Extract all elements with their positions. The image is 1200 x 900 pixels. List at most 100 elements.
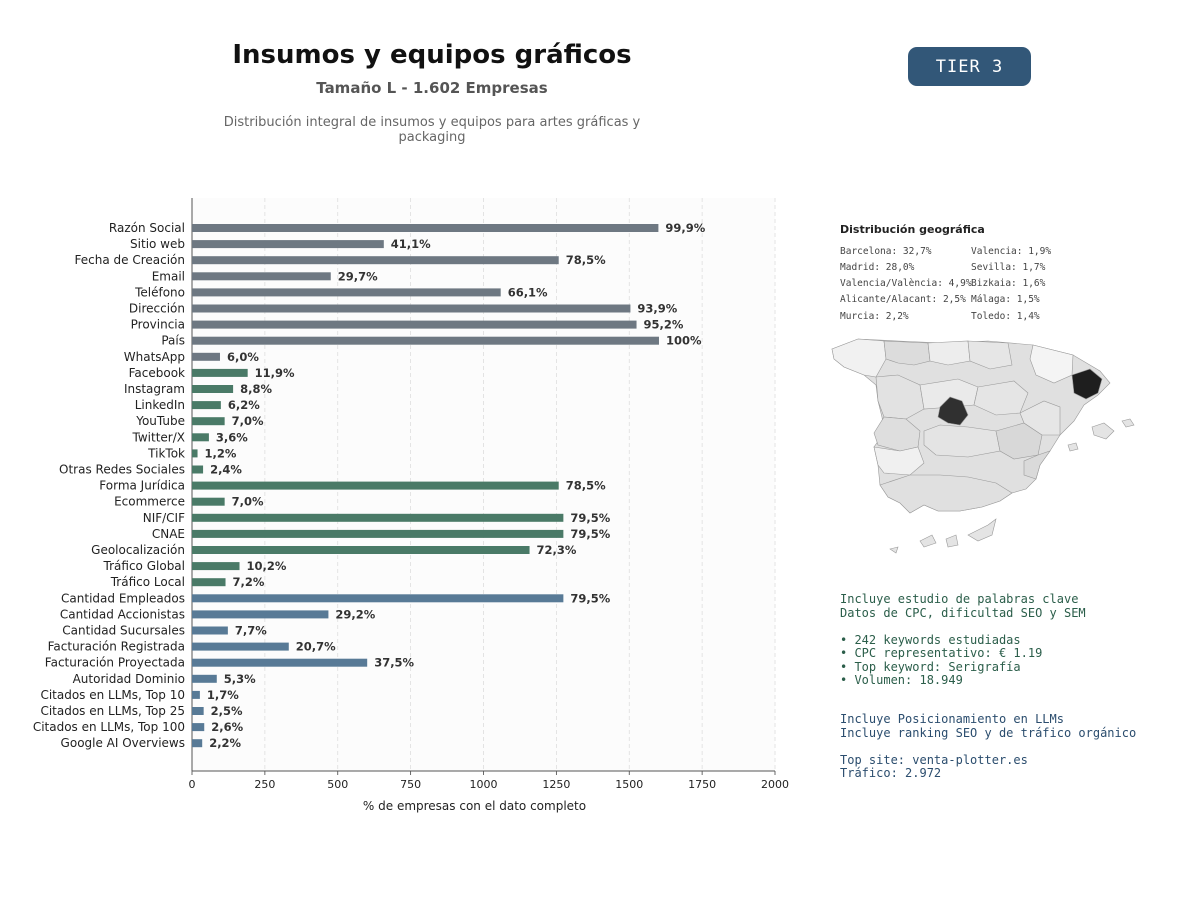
bar	[192, 256, 559, 265]
x-tick-label: 500	[327, 778, 348, 791]
x-axis-label: % de empresas con el dato completo	[363, 799, 586, 813]
geo-item: Sevilla: 1,7%	[971, 262, 1046, 273]
bar	[192, 594, 564, 603]
bar	[192, 240, 384, 249]
llm-line: Top site: venta-plotter.es	[840, 752, 1028, 767]
seo-line: • CPC representativo: € 1.19	[840, 646, 1043, 660]
map-region	[831, 338, 887, 378]
category-label: Tráfico Local	[110, 575, 185, 589]
data-label: 29,2%	[335, 607, 375, 621]
category-label: Provincia	[131, 318, 185, 332]
bar	[192, 401, 221, 410]
x-tick-label: 1750	[688, 778, 716, 791]
map-region	[945, 534, 959, 548]
seo-line: Datos de CPC, dificultad SEO y SEM	[840, 605, 1086, 620]
map-region	[927, 340, 971, 366]
seo-line: • 242 keywords estudiadas	[840, 632, 1021, 647]
geo-item: Valencia/València: 4,9%	[840, 278, 972, 289]
x-tick-label: 0	[189, 778, 196, 791]
bar	[192, 272, 331, 281]
category-label: Twitter/X	[132, 430, 185, 444]
data-label: 7,7%	[235, 624, 267, 638]
category-label: Sitio web	[130, 237, 185, 251]
llm-line: Tráfico: 2.972	[840, 766, 942, 780]
page-description: Distribución integral de insumos y equip…	[223, 115, 641, 145]
data-label: 7,2%	[233, 575, 265, 589]
geo-item: Málaga: 1,5%	[971, 294, 1040, 305]
data-label: 95,2%	[644, 318, 684, 332]
bar	[192, 481, 559, 490]
x-tick-label: 1000	[470, 778, 498, 791]
data-label: 2,2%	[209, 736, 241, 750]
bar	[192, 546, 530, 554]
data-label: 79,5%	[570, 511, 610, 525]
data-label: 2,4%	[210, 463, 242, 477]
category-label: Citados en LLMs, Top 25	[40, 704, 185, 718]
tier-badge: TIER 3	[908, 47, 1031, 86]
category-label: YouTube	[135, 414, 185, 428]
category-label: Otras Redes Sociales	[59, 463, 185, 477]
data-label: 79,5%	[570, 591, 610, 605]
llm-info: Incluye Posicionamiento en LLMs Incluye r…	[840, 712, 1136, 781]
seo-line: Incluye estudio de palabras clave	[840, 592, 1079, 606]
category-label: Cantidad Accionistas	[60, 607, 185, 621]
x-tick-label: 250	[254, 778, 275, 791]
data-label: 5,3%	[224, 672, 256, 686]
data-label: 6,0%	[227, 350, 259, 364]
bar	[192, 465, 204, 474]
spain-map	[831, 338, 1135, 554]
data-label: 3,6%	[216, 430, 248, 444]
category-label: Facebook	[129, 366, 185, 380]
bar	[192, 304, 631, 313]
seo-line: • Top keyword: Serigrafía	[840, 659, 1021, 674]
bar	[192, 658, 368, 667]
category-label: Citados en LLMs, Top 100	[33, 720, 185, 734]
category-label: WhatsApp	[124, 350, 185, 364]
map-region	[1071, 368, 1103, 400]
category-label: Cantidad Empleados	[61, 591, 185, 605]
bar	[192, 497, 225, 506]
data-label: 7,0%	[232, 495, 264, 509]
data-label: 2,6%	[211, 720, 243, 734]
bar	[192, 449, 198, 458]
category-label: Ecommerce	[114, 495, 185, 509]
data-label: 7,0%	[232, 414, 264, 428]
map-region	[875, 374, 925, 420]
map-region	[1091, 422, 1115, 440]
category-label: Email	[152, 269, 185, 283]
data-label: 29,7%	[338, 269, 378, 283]
bar	[192, 707, 204, 715]
llm-line	[840, 740, 1136, 754]
bar	[192, 336, 659, 345]
bar-chart: 0 250 500 750 1000 1250 1500 1750 2000 Razón Soci…	[33, 198, 789, 813]
geo-item: Alicante/Alacant: 2,5%	[840, 294, 966, 305]
map-region	[937, 396, 969, 426]
seo-line: • Volumen: 18.949	[840, 673, 963, 687]
category-label: CNAE	[152, 527, 185, 541]
map-region	[967, 518, 997, 542]
map-region	[1019, 400, 1061, 436]
data-label: 8,8%	[240, 382, 272, 396]
category-label: Google AI Overviews	[61, 736, 185, 750]
geo-title: Distribución geográfica	[840, 223, 985, 236]
bar	[192, 433, 209, 442]
x-tick-label: 2000	[761, 778, 789, 791]
map-region	[923, 424, 1001, 458]
data-label: 78,5%	[566, 479, 606, 493]
bar	[192, 690, 200, 699]
bar	[192, 610, 329, 619]
geo-item: Bizkaia: 1,6%	[971, 278, 1046, 289]
geo-item: Valencia: 1,9%	[971, 246, 1052, 257]
map-region	[967, 340, 1013, 370]
map-region	[1067, 442, 1079, 452]
page-subtitle: Tamaño L - 1.602 Empresas	[316, 79, 548, 97]
category-label: Citados en LLMs, Top 10	[40, 688, 185, 702]
category-label: Tráfico Global	[103, 559, 185, 573]
bar	[192, 352, 220, 361]
x-tick-label: 1250	[542, 778, 570, 791]
geo-item: Madrid: 28,0%	[840, 262, 915, 273]
category-label: LinkedIn	[135, 398, 185, 412]
category-label: Fecha de Creación	[75, 253, 185, 267]
page-title: Insumos y equipos gráficos	[232, 40, 632, 70]
category-label: Teléfono	[134, 285, 185, 299]
